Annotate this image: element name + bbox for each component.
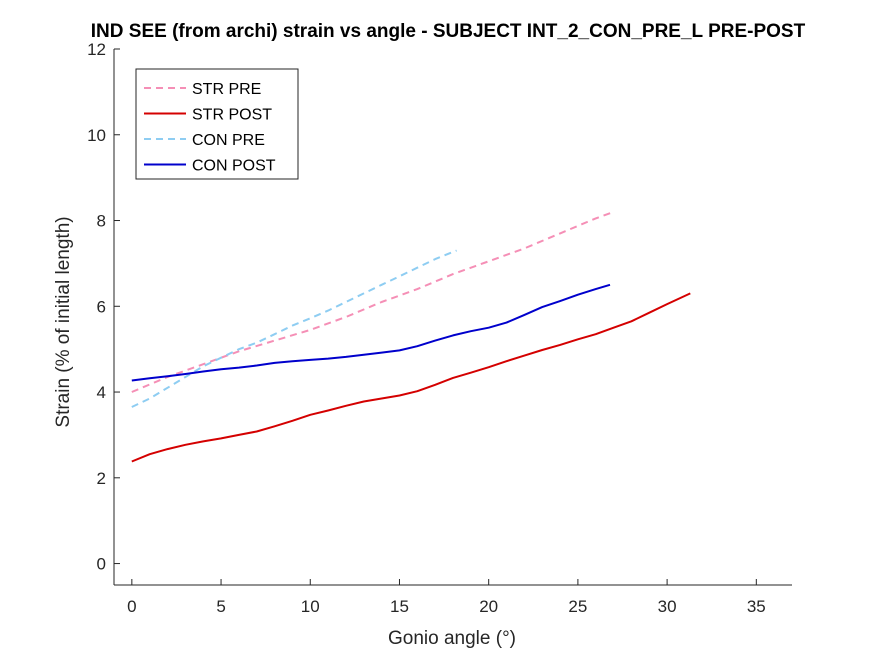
legend-label: CON POST — [192, 158, 276, 175]
x-tick-label: 10 — [301, 597, 320, 616]
series-line-con-post — [131, 283, 611, 382]
y-tick-label: 6 — [97, 297, 106, 316]
x-tick-label: 30 — [658, 597, 677, 616]
y-tick-label: 2 — [97, 469, 106, 488]
x-tick-label: 0 — [127, 597, 136, 616]
legend-label: STR POST — [192, 107, 272, 124]
y-tick-label: 8 — [97, 212, 106, 231]
x-axis-label: Gonio angle (°) — [388, 628, 516, 649]
y-tick-label: 0 — [97, 555, 106, 574]
y-tick-label: 12 — [87, 40, 106, 59]
legend-label: STR PRE — [192, 81, 261, 98]
axes: 0 5 10 15 20 25 30 35 0 2 4 6 8 10 12 — [87, 40, 792, 616]
plot-lines — [131, 210, 691, 463]
legend-label: CON PRE — [192, 132, 265, 149]
x-tick-label: 15 — [390, 597, 409, 616]
series-line-str-post — [131, 292, 691, 463]
x-tick-label: 20 — [479, 597, 498, 616]
y-tick-label: 10 — [87, 126, 106, 145]
y-axis-label: Strain (% of initial length) — [53, 216, 74, 427]
chart-title: IND SEE (from archi) strain vs angle - S… — [91, 21, 806, 42]
x-tick-label: 35 — [747, 597, 766, 616]
x-tick-label: 25 — [568, 597, 587, 616]
legend: STR PRE STR POST CON PRE CON POST — [135, 68, 299, 180]
y-tick-label: 4 — [97, 383, 106, 402]
series-line-con-pre — [131, 249, 457, 408]
x-tick-label: 5 — [216, 597, 225, 616]
series-line-str-pre — [131, 210, 614, 393]
